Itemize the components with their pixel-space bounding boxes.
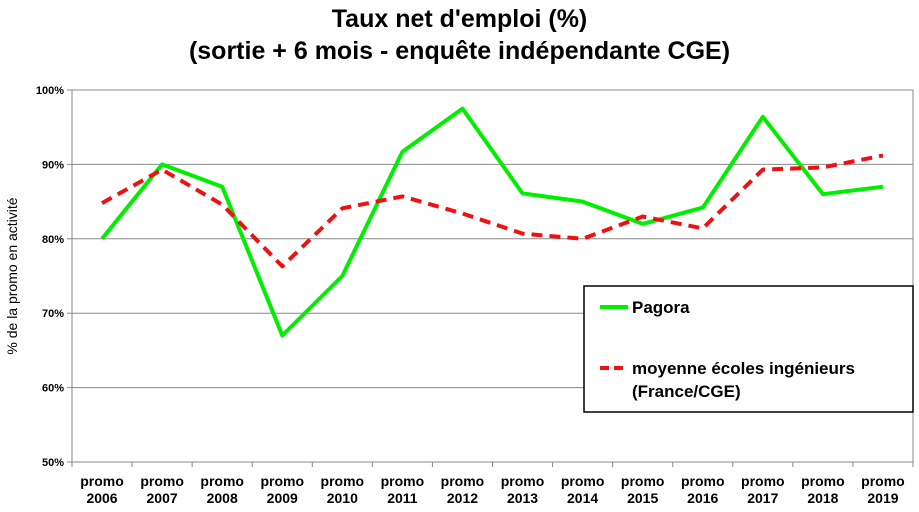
chart-subtitle: (sortie + 6 mois - enquête indépendante … <box>188 37 731 65</box>
x-tick-label: promo 2016 <box>681 473 725 506</box>
y-tick-label: 60% <box>42 383 64 395</box>
y-tick-label: 100% <box>36 85 64 97</box>
y-tick-label: 50% <box>42 457 64 469</box>
x-tick-label: promo 2018 <box>801 473 845 506</box>
legend-label-2: moyenne écoles ingénieurs (France/CGE) <box>632 359 855 401</box>
x-tick-label: promo 2015 <box>621 473 665 506</box>
x-tick-label: promo 2008 <box>200 473 244 506</box>
x-tick-label: promo 2006 <box>80 473 124 506</box>
x-tick-label: promo 2013 <box>501 473 545 506</box>
x-tick-label: promo 2009 <box>260 473 304 506</box>
legend-label-1: Pagora <box>632 298 690 317</box>
x-tick-label: promo 2010 <box>321 473 365 506</box>
x-tick-label: promo 2007 <box>140 473 184 506</box>
series-line-1 <box>100 106 884 338</box>
series-line-2 <box>101 153 884 269</box>
y-tick-label: 90% <box>42 159 64 171</box>
x-tick-label: promo 2019 <box>861 473 905 506</box>
chart-title: Taux net d'emploi (%) <box>331 5 588 33</box>
x-tick-label: promo 2017 <box>741 473 785 506</box>
x-tick-label: promo 2014 <box>561 473 605 506</box>
legend-box <box>583 285 914 413</box>
x-tick-label: promo 2012 <box>441 473 485 506</box>
y-tick-label: 70% <box>42 308 64 320</box>
y-tick-label: 80% <box>42 234 64 246</box>
x-tick-label: promo 2011 <box>381 473 425 506</box>
